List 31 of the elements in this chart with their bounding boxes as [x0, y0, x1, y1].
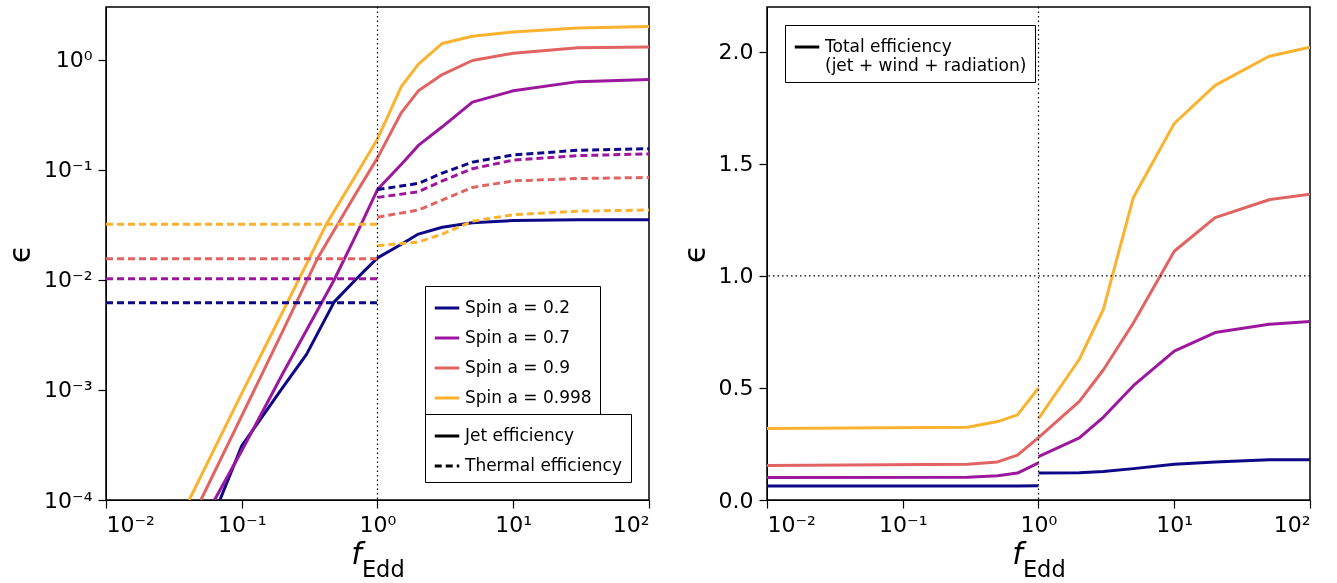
- x-tick-label: 10²: [1273, 511, 1311, 537]
- y-axis-title: ϵ: [676, 244, 712, 264]
- y-axis-title: ϵ: [2, 244, 38, 264]
- x-tick-label: 10¹: [495, 511, 533, 537]
- y-tick-label: 10⁻³: [44, 377, 93, 403]
- y-tick-label: 10⁻⁴: [44, 487, 93, 513]
- y-tick-label: 10⁰: [55, 47, 93, 73]
- legend-label: Spin a = 0.2: [465, 297, 570, 317]
- legend-label: Spin a = 0.7: [465, 327, 570, 347]
- y-tick-label: 10⁻¹: [44, 157, 93, 183]
- x-axis-title: f$_{Edd}$: [351, 535, 405, 582]
- x-tick-label: 10⁻²: [106, 511, 155, 537]
- legend-label: Spin a = 0.998: [465, 387, 592, 407]
- legend-label: Spin a = 0.9: [465, 357, 570, 377]
- x-tick-label: 10⁰: [359, 511, 397, 537]
- annotation: Thermal efficiency: [464, 455, 623, 475]
- x-tick-label: 10⁻¹: [879, 511, 928, 537]
- annotation: Jet efficiency: [464, 425, 575, 445]
- y-tick-label: 1.5: [718, 151, 754, 177]
- x-tick-label: 10⁻²: [767, 511, 816, 537]
- y-tick-label: 1.0: [718, 263, 754, 289]
- y-tick-label: 10⁻²: [44, 267, 93, 293]
- annotation: Total efficiency (jet + wind + radiation): [824, 36, 1027, 75]
- y-tick-label: 2.0: [718, 39, 754, 65]
- x-tick-label: 10¹: [1156, 511, 1194, 537]
- y-tick-label: 0.5: [718, 375, 754, 401]
- y-tick-label: 0.0: [718, 487, 754, 513]
- x-tick-label: 10⁻¹: [218, 511, 267, 537]
- x-axis-title: f$_{Edd}$: [1012, 535, 1066, 582]
- x-tick-label: 10²: [612, 511, 650, 537]
- x-tick-label: 10⁰: [1020, 511, 1058, 537]
